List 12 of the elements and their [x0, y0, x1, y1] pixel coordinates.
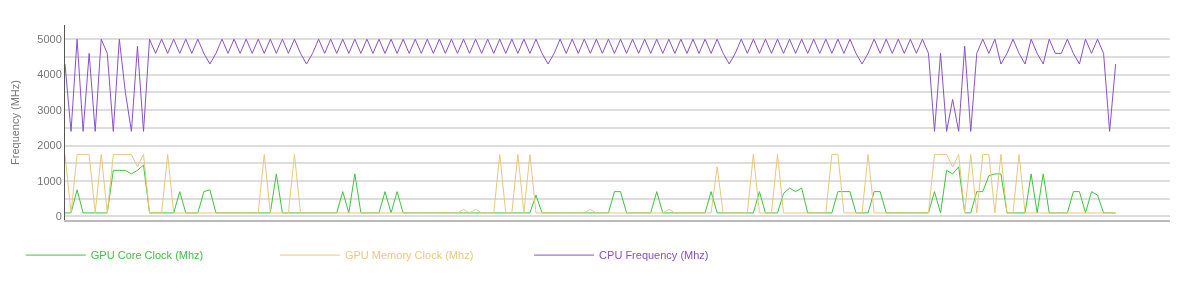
y-tick-label: 3000 [37, 103, 62, 116]
y-tick-label: 0 [55, 210, 62, 223]
y-axis-title: Frequency (MHz) [8, 80, 21, 165]
y-tick-label: 4000 [37, 68, 62, 81]
line-series [65, 153, 1117, 214]
text: GPU Core Clock (Mhz) [90, 249, 204, 262]
line-series [65, 38, 1117, 132]
y-tick-label: 2000 [37, 139, 62, 152]
y-tick-label: 5000 [37, 33, 62, 46]
y-tick-label: 1000 [37, 174, 62, 187]
text: CPU Frequency (Mhz) [599, 249, 709, 262]
text: GPU Memory Clock (Mhz) [344, 249, 474, 262]
